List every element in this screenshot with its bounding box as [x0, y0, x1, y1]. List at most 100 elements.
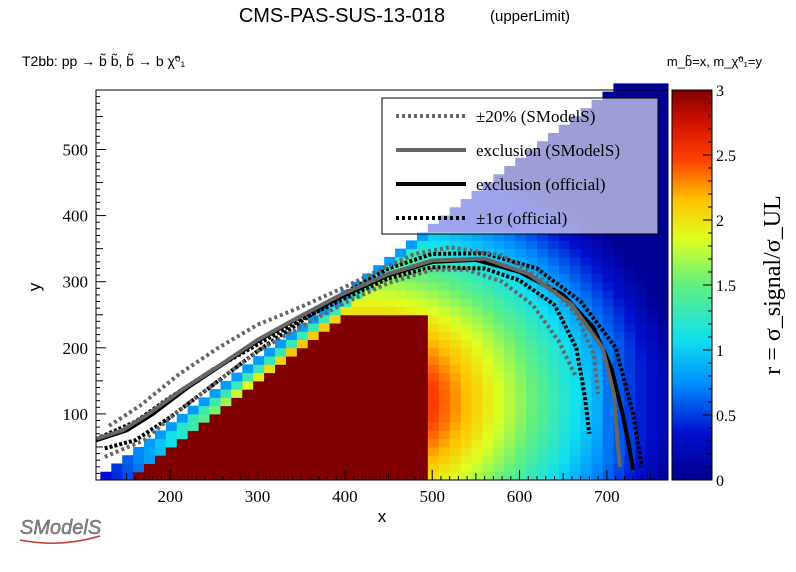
- heatmap-cell: [416, 281, 429, 291]
- heatmap-cell: [220, 405, 232, 415]
- heatmap-cell: [635, 298, 647, 307]
- heatmap-cell: [351, 397, 363, 407]
- chart-title-suffix: (upperLimit): [490, 8, 570, 25]
- heatmap-cell: [351, 422, 363, 431]
- heatmap-cell: [602, 323, 614, 332]
- heatmap-cell: [558, 380, 571, 390]
- heatmap-cell: [504, 248, 516, 258]
- heatmap-cell: [504, 339, 516, 349]
- heatmap-cell: [416, 356, 429, 365]
- heatmap-cell: [198, 455, 211, 464]
- heatmap-cell: [296, 463, 309, 473]
- heatmap-cell: [231, 389, 243, 398]
- heatmap-cell: [646, 232, 658, 241]
- heatmap-cell: [329, 463, 342, 473]
- smodels-logo: SModelS: [20, 517, 102, 544]
- heatmap-cell: [580, 397, 593, 407]
- heatmap-cell: [362, 405, 374, 415]
- heatmap-cell: [176, 463, 189, 473]
- heatmap-cell: [220, 455, 232, 464]
- heatmap-cell: [427, 289, 440, 299]
- heatmap-cell: [307, 380, 320, 390]
- colorbar-tick-label: 1.5: [716, 278, 736, 295]
- heatmap-cell: [646, 298, 658, 307]
- heatmap-cell: [285, 347, 298, 357]
- heatmap-cell: [482, 389, 494, 398]
- heatmap-cell: [416, 323, 429, 332]
- heatmap-cell: [493, 298, 505, 307]
- heatmap-cell: [558, 446, 571, 456]
- heatmap-cell: [362, 438, 374, 448]
- heatmap-cell: [613, 413, 625, 423]
- heatmap-cell: [165, 430, 178, 440]
- heatmap-cell: [416, 471, 429, 481]
- heatmap-cell: [438, 281, 451, 291]
- heatmap-cell: [384, 430, 396, 440]
- heatmap-cell: [558, 389, 571, 398]
- heatmap-cell: [504, 422, 516, 431]
- heatmap-cell: [340, 471, 352, 481]
- heatmap-cell: [537, 339, 549, 349]
- heatmap-cell: [187, 438, 200, 448]
- heatmap-cell: [329, 323, 342, 332]
- heatmap-cell: [427, 405, 440, 415]
- heatmap-cell: [264, 380, 276, 390]
- heatmap-cell: [416, 463, 429, 473]
- heatmap-cell: [438, 446, 451, 456]
- heatmap-cell: [253, 413, 265, 423]
- heatmap-cell: [329, 422, 342, 431]
- heatmap-cell: [133, 455, 145, 464]
- heatmap-cell: [580, 339, 593, 349]
- heatmap-cell: [122, 455, 134, 464]
- heatmap-cell: [253, 364, 265, 374]
- heatmap-cell: [547, 339, 560, 349]
- heatmap-cell: [635, 347, 647, 357]
- heatmap-cell: [275, 446, 287, 456]
- heatmap-cell: [657, 141, 669, 150]
- heatmap-cell: [482, 281, 494, 291]
- heatmap-cell: [395, 298, 407, 307]
- heatmap-cell: [493, 364, 505, 374]
- heatmap-cell: [307, 471, 320, 481]
- heatmap-cell: [427, 339, 440, 349]
- heatmap-cell: [569, 413, 582, 423]
- heatmap-cell: [406, 405, 418, 415]
- heatmap-cell: [547, 298, 560, 307]
- heatmap-cell: [591, 372, 604, 382]
- heatmap-cell: [493, 430, 505, 440]
- heatmap-cell: [340, 331, 352, 341]
- chart-title: CMS-PAS-SUS-13-018: [239, 5, 445, 27]
- heatmap-cell: [209, 438, 221, 448]
- heatmap-cell: [460, 389, 473, 398]
- heatmap-cell: [264, 446, 276, 456]
- heatmap-cell: [318, 389, 331, 398]
- heatmap-cell: [373, 314, 385, 324]
- heatmap-cell: [471, 422, 483, 431]
- heatmap-cell: [580, 471, 593, 481]
- heatmap-cell: [373, 298, 385, 307]
- heatmap-cell: [471, 306, 483, 316]
- heatmap-cell: [416, 314, 429, 324]
- heatmap-cell: [471, 364, 483, 374]
- heatmap-cell: [449, 405, 462, 415]
- heatmap-cell: [657, 289, 669, 299]
- heatmap-cell: [569, 389, 582, 398]
- heatmap-cell: [547, 347, 560, 357]
- heatmap-cell: [460, 306, 473, 316]
- heatmap-cell: [406, 281, 418, 291]
- heatmap-cell: [416, 372, 429, 382]
- heatmap-cell: [318, 430, 331, 440]
- heatmap-cell: [613, 248, 625, 258]
- heatmap-cell: [482, 339, 494, 349]
- heatmap-cell: [285, 471, 298, 481]
- heatmap-cell: [264, 430, 276, 440]
- heatmap-cell: [406, 248, 418, 258]
- heatmap-cell: [449, 323, 462, 332]
- heatmap-cell: [635, 314, 647, 324]
- heatmap-cell: [657, 157, 669, 167]
- heatmap-cell: [515, 413, 527, 423]
- heatmap-cell: [438, 364, 451, 374]
- heatmap-cell: [613, 240, 625, 250]
- heatmap-cell: [351, 314, 363, 324]
- heatmap-cell: [187, 455, 200, 464]
